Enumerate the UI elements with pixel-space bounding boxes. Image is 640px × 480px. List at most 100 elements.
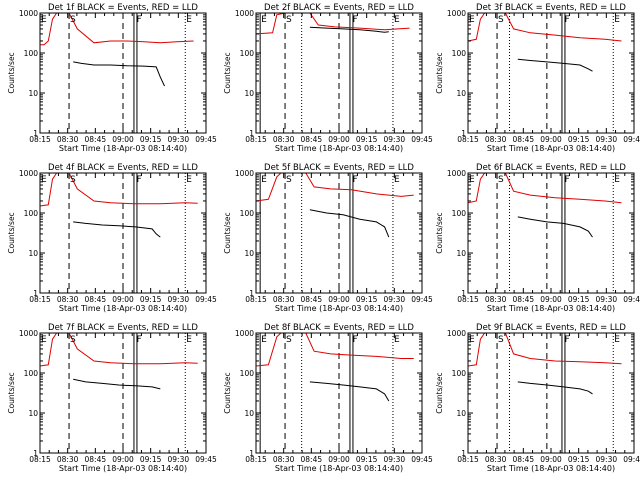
series-events-line — [73, 221, 161, 238]
x-axis-label: Start Time (18-Apr-03 08:14:40) — [59, 464, 187, 473]
x-tick-label: 09:45 — [195, 455, 217, 464]
y-tick-label: 10 — [456, 249, 466, 258]
x-tick-label: 08:30 — [57, 295, 79, 304]
y-tick-label: 10 — [244, 409, 254, 418]
series-lld-line — [468, 13, 622, 42]
panel-title: Det 6f BLACK = Events, RED = LLD — [476, 163, 626, 173]
x-axis-label: Start Time (18-Apr-03 08:14:40) — [487, 464, 615, 473]
plot-area — [256, 333, 414, 453]
marker-label: S — [498, 175, 504, 185]
marker-label: S — [498, 335, 504, 345]
y-tick-label: 1 — [33, 289, 38, 298]
x-tick-label: 08:45 — [85, 295, 107, 304]
marker-label: F — [564, 175, 569, 185]
y-tick-label: 1 — [461, 129, 466, 138]
x-tick-label: 08:15 — [245, 135, 267, 144]
y-axis-label: Counts/sec — [7, 372, 16, 413]
plot-area — [40, 173, 198, 293]
marker-label: S — [286, 175, 292, 185]
y-tick-label: 1 — [33, 449, 38, 458]
marker-label: F — [352, 335, 357, 345]
marker-label: E — [394, 15, 400, 25]
marker-label: S — [70, 15, 76, 25]
plot-area — [256, 173, 414, 293]
x-tick-label: 09:15 — [356, 455, 378, 464]
marker-label: F — [352, 175, 357, 185]
marker-label: F — [564, 335, 569, 345]
marker-label: E — [186, 335, 192, 345]
marker-label: S — [498, 15, 504, 25]
y-tick-label: 100 — [452, 369, 467, 378]
x-axis-label: Start Time (18-Apr-03 08:14:40) — [275, 304, 403, 313]
x-tick-label: 08:30 — [273, 135, 295, 144]
marker-label: E — [261, 335, 267, 345]
x-axis-label: Start Time (18-Apr-03 08:14:40) — [59, 304, 187, 313]
marker-label: F — [564, 15, 569, 25]
x-tick-label: 09:30 — [384, 455, 406, 464]
x-tick-label: 09:45 — [411, 295, 433, 304]
marker-label: E — [41, 335, 47, 345]
marker-label: F — [136, 335, 141, 345]
y-tick-label: 10 — [456, 409, 466, 418]
y-tick-label: 10 — [28, 249, 38, 258]
x-tick-label: 08:30 — [485, 455, 507, 464]
x-axis-label: Start Time (18-Apr-03 08:14:40) — [275, 144, 403, 153]
x-tick-label: 09:30 — [596, 295, 618, 304]
y-tick-label: 10 — [28, 409, 38, 418]
x-tick-label: 09:45 — [195, 135, 217, 144]
y-tick-label: 1000 — [235, 329, 254, 338]
x-tick-label: 09:15 — [140, 295, 162, 304]
series-lld-line — [40, 13, 194, 46]
x-tick-label: 08:45 — [513, 455, 535, 464]
y-tick-label: 100 — [24, 209, 39, 218]
y-tick-label: 1000 — [447, 329, 466, 338]
x-tick-label: 08:30 — [57, 455, 79, 464]
x-tick-label: 09:15 — [356, 135, 378, 144]
series-events-line — [517, 216, 593, 238]
y-tick-label: 1000 — [447, 169, 466, 178]
marker-label: E — [469, 175, 475, 185]
y-tick-label: 100 — [240, 369, 255, 378]
y-axis-label: Counts/sec — [223, 212, 232, 253]
x-tick-label: 09:45 — [411, 135, 433, 144]
panel-title: Det 1f BLACK = Events, RED = LLD — [48, 3, 198, 13]
x-tick-label: 09:00 — [328, 295, 350, 304]
marker-label: E — [469, 15, 475, 25]
x-tick-label: 09:30 — [168, 295, 190, 304]
marker-label: S — [70, 335, 76, 345]
marker-label: E — [41, 15, 47, 25]
plot-area — [468, 13, 622, 133]
y-tick-label: 100 — [452, 209, 467, 218]
x-tick-label: 08:45 — [513, 295, 535, 304]
y-tick-label: 1000 — [235, 9, 254, 18]
x-tick-label: 09:45 — [411, 455, 433, 464]
x-tick-label: 09:45 — [195, 295, 217, 304]
x-tick-label: 09:15 — [356, 295, 378, 304]
marker-label: E — [614, 175, 620, 185]
x-tick-label: 09:45 — [623, 135, 640, 144]
x-tick-label: 09:00 — [540, 455, 562, 464]
panel-title: Det 5f BLACK = Events, RED = LLD — [264, 163, 414, 173]
x-tick-label: 08:45 — [301, 135, 323, 144]
x-tick-label: 08:15 — [29, 295, 51, 304]
marker-label: E — [614, 335, 620, 345]
panel-title: Det 9f BLACK = Events, RED = LLD — [476, 323, 626, 333]
y-tick-label: 10 — [244, 89, 254, 98]
x-tick-label: 08:45 — [513, 135, 535, 144]
x-tick-label: 08:30 — [485, 135, 507, 144]
x-tick-label: 09:00 — [540, 295, 562, 304]
x-tick-label: 09:45 — [623, 295, 640, 304]
plot-area — [256, 13, 410, 133]
detector-panel: Det 8f BLACK = Events, RED = LLD E S F E 1 10 1… — [223, 323, 433, 473]
x-tick-label: 09:45 — [623, 455, 640, 464]
y-axis-label: Counts/sec — [223, 372, 232, 413]
y-tick-label: 100 — [452, 49, 467, 58]
x-tick-label: 09:30 — [596, 135, 618, 144]
y-tick-label: 1000 — [235, 169, 254, 178]
x-tick-label: 08:15 — [245, 455, 267, 464]
y-tick-label: 10 — [28, 89, 38, 98]
panel-title: Det 7f BLACK = Events, RED = LLD — [48, 323, 198, 333]
